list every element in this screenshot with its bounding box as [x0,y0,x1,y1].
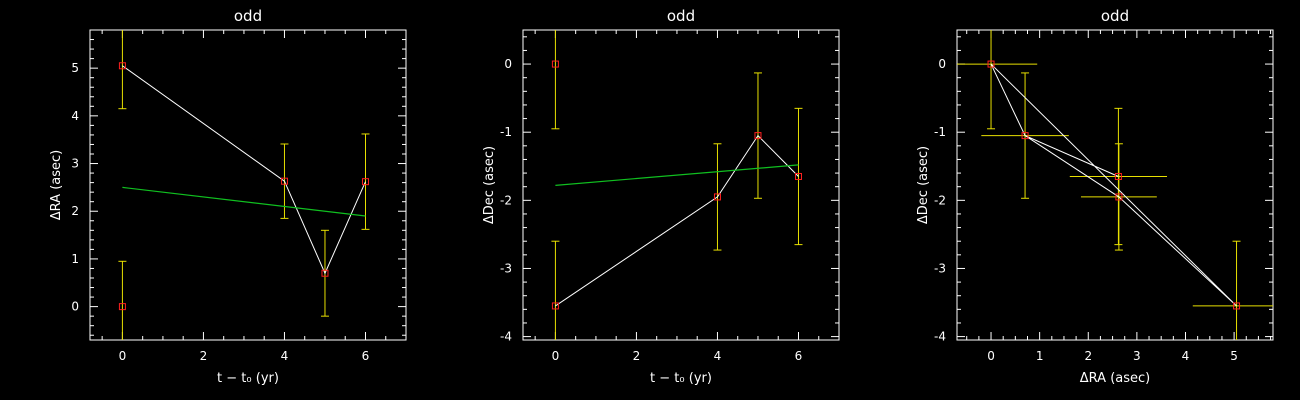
y-axis-label: ΔDec (asec) [482,146,497,224]
y-tick-label: -3 [500,261,512,275]
axes-frame [522,29,840,341]
panel-1: odd t − t₀ (yr) ΔRA (asec) 0 2 4 6 0 1 2 3 4 5 [49,7,407,386]
x-axis-label: t − t₀ (yr) [650,371,712,386]
x-tick-label: 4 [1182,349,1190,363]
chart-title: odd [1101,7,1129,25]
data-point [280,177,288,185]
y-tick-label: 1 [71,252,79,266]
axes-frame [89,29,407,341]
panel-2: odd t − t₀ (yr) ΔDec (asec) 0 2 4 6 0 -1 -2 -3 -4 [482,7,840,386]
data-point [118,303,126,311]
data-point [551,60,559,68]
y-tick-label: -1 [934,125,946,139]
panel-3: odd ΔRA (asec) ΔDec (asec) 0 1 2 3 4 5 0 -1 -2 -3 -4 [916,7,1274,386]
data-point [1233,302,1241,310]
fit-line [122,186,366,217]
data-point [1114,172,1122,180]
x-tick-label: 4 [714,349,722,363]
data-point [118,62,126,70]
y-tick-label: 0 [71,300,79,314]
y-tick-label: -2 [500,193,512,207]
x-tick-label: 0 [987,349,995,363]
x-tick-label: 0 [552,349,560,363]
y-axis-label: ΔRA (asec) [49,150,64,220]
y-tick-label: -4 [934,330,946,344]
x-tick-label: 4 [281,349,289,363]
data-point [794,172,802,180]
y-tick-label: 2 [71,204,79,218]
y-axis-label: ΔDec (asec) [916,146,931,224]
y-tick-label: -1 [500,125,512,139]
data-point [1021,132,1029,140]
plot-area [957,30,1273,340]
y-tick-label: 0 [938,57,946,71]
axes-frame [956,29,1274,341]
x-tick-label: 0 [119,349,127,363]
data-point [551,302,559,310]
data-point [713,193,721,201]
x-axis-label: ΔRA (asec) [1080,371,1150,386]
y-tick-label: -2 [934,193,946,207]
data-point [321,269,329,277]
y-tick-label: -4 [500,330,512,344]
y-tick-label: 0 [504,57,512,71]
plot-area [551,30,803,340]
data-point [361,178,369,186]
x-tick-label: 6 [362,349,370,363]
y-tick-label: 4 [71,109,79,123]
x-tick-label: 2 [200,349,208,363]
x-axis-label: t − t₀ (yr) [217,371,279,386]
plot-area [118,30,370,340]
data-line [555,134,799,307]
y-tick-label: 3 [71,157,79,171]
x-tick-label: 6 [795,349,803,363]
chart-title: odd [234,7,262,25]
data-line [122,65,366,275]
chart-title: odd [667,7,695,25]
data-line [990,63,1237,307]
y-tick-label: 5 [71,61,79,75]
data-point [754,132,762,140]
fit-line [555,164,799,186]
x-tick-label: 1 [1036,349,1044,363]
x-tick-label: 5 [1230,349,1238,363]
data-point [987,60,995,68]
y-tick-label: -3 [934,261,946,275]
x-tick-label: 3 [1133,349,1141,363]
x-tick-label: 2 [633,349,641,363]
data-point [1115,193,1123,201]
x-tick-label: 2 [1084,349,1092,363]
